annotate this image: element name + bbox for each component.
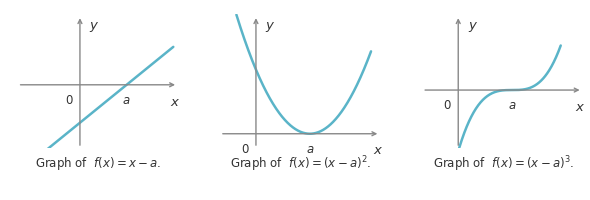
Text: Graph of  $f(x) = (x - a)^3$.: Graph of $f(x) = (x - a)^3$. (432, 155, 574, 174)
Text: a: a (123, 94, 130, 107)
Text: 0: 0 (65, 94, 73, 107)
Text: x: x (575, 101, 583, 114)
Text: Graph of  $f(x) = x - a$.: Graph of $f(x) = x - a$. (35, 155, 162, 172)
Text: y: y (468, 19, 476, 32)
Text: x: x (373, 144, 381, 157)
Text: a: a (509, 99, 516, 112)
Text: y: y (90, 19, 97, 32)
Text: Graph of  $f(x) = (x - a)^2$.: Graph of $f(x) = (x - a)^2$. (230, 155, 372, 174)
Text: x: x (171, 96, 179, 109)
Text: 0: 0 (241, 143, 248, 156)
Text: a: a (306, 143, 313, 156)
Text: 0: 0 (443, 99, 451, 112)
Text: y: y (266, 19, 274, 32)
